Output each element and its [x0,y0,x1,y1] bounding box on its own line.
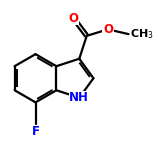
Text: CH$_3$: CH$_3$ [131,27,154,41]
Text: F: F [31,125,39,138]
Text: O: O [103,23,113,36]
Text: NH: NH [69,91,89,104]
Text: O: O [68,12,78,25]
